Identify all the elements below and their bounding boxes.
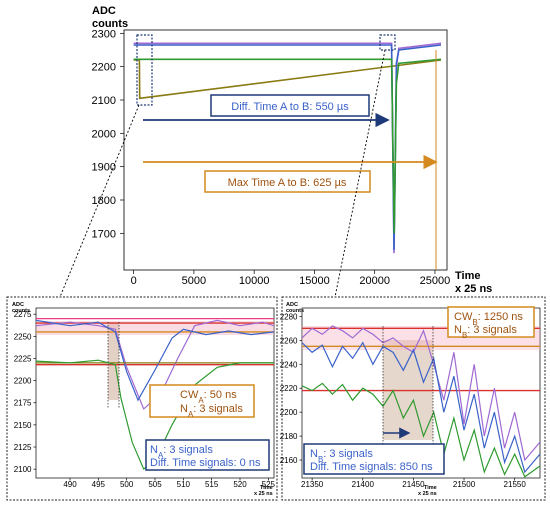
- inset-b-ytick-label: 2160: [280, 456, 298, 465]
- n-b-text-top: NB: 3 signals: [454, 324, 517, 340]
- inset-a-ytick-label: 2250: [14, 332, 32, 341]
- inset-a-xtick-label: 490: [63, 480, 77, 489]
- diff-time-box: [210, 94, 370, 117]
- inset-b-xlabel-1: Time: [424, 485, 437, 491]
- inset-a-series-line: [36, 319, 274, 402]
- inset-b-xtick-label: 21550: [504, 480, 527, 489]
- inset-b-border: [281, 296, 546, 501]
- n-b-text: NB: 3 signals: [310, 448, 373, 464]
- main-ytick-label: 2100: [92, 95, 116, 107]
- inset-b-ytick-label: 2240: [280, 360, 298, 369]
- inset-a-ylabel-2: counts: [12, 308, 30, 314]
- n-a-text-top: NA: 3 signals: [180, 403, 243, 419]
- inset-a-border: [6, 296, 278, 501]
- inset-a-xlabel-1: Time: [260, 485, 273, 491]
- inset-a-ylabel-1: ADC: [12, 302, 24, 308]
- main-series-line: [133, 59, 442, 100]
- n-b-box: [303, 443, 445, 475]
- main-xtick-label: 20000: [359, 275, 390, 287]
- inset-a-xtick-label: 495: [92, 480, 106, 489]
- main-ytick-label: 2000: [92, 128, 116, 140]
- inset-b-ytick-label: 2180: [280, 432, 298, 441]
- inset-a-xtick-label: 515: [205, 480, 219, 489]
- inset-a-window-shade: [108, 322, 119, 400]
- inset-a-ytick-label: 2175: [14, 399, 32, 408]
- main-ytick-label: 1800: [92, 195, 116, 207]
- main-xlabel-1: Time: [455, 270, 480, 282]
- inset-b-xtick-label: 21350: [301, 480, 324, 489]
- inset-b: ADC counts Time x 25 ns 21350 21400 21450 2…: [280, 296, 546, 501]
- n-a-box: [145, 439, 270, 471]
- inset-b-ytick-label: 2200: [280, 408, 298, 417]
- main-xtick-label: 25000: [420, 275, 451, 287]
- inset-b-ylabel-1: ADC: [286, 302, 298, 308]
- inset-b-frame: [301, 307, 541, 479]
- inset-b-series-line: [302, 341, 540, 474]
- inset-b-ticks: 21350 21400 21450 21500 21550 2160 2180 2200 222…: [280, 312, 527, 489]
- main-series-line: [133, 58, 442, 234]
- main-chart: ADC counts Time x 25 ns 0 5000 10000 15000 2…: [92, 5, 493, 295]
- inset-b-xlabel-2: x 25 ns: [418, 491, 437, 497]
- inset-a-ytick-label: 2150: [14, 421, 32, 430]
- cw-b-text: CWB: 1250 ns: [454, 311, 523, 327]
- main-ytick-label: 1900: [92, 162, 116, 174]
- inset-b-xtick-label: 21450: [402, 480, 425, 489]
- max-time-text: Max Time A to B: 625 µs: [228, 177, 347, 189]
- main-ylabel-1: ADC: [92, 5, 116, 17]
- inset-b-xtick-label: 21400: [352, 480, 375, 489]
- inset-a-series-line: [36, 359, 274, 471]
- inset-a: ADC counts Time x 25 ns 490 495 500 505 510 5…: [6, 296, 278, 501]
- diff-b-text: Diff. Time signals: 850 ns: [310, 461, 433, 473]
- n-a-text: NA: 3 signals: [150, 444, 213, 460]
- inset-a-xtick-label: 510: [177, 480, 191, 489]
- inset-b-ytick-label: 2220: [280, 384, 298, 393]
- main-ylabel-2: counts: [92, 18, 128, 30]
- main-ytick-label: 1700: [92, 228, 116, 240]
- inset-b-series-line: [302, 325, 540, 462]
- cw-a-text: CWA: 50 ns: [180, 389, 237, 405]
- inset-b-series: [302, 325, 540, 478]
- inset-a-xtick-label: 500: [120, 480, 134, 489]
- diff-time-text: Diff. Time A to B: 550 µs: [231, 101, 349, 113]
- inset-b-xtick-label: 21500: [453, 480, 476, 489]
- max-time-box: [204, 170, 371, 193]
- inset-a-series: [36, 318, 274, 471]
- inset-a-ytick-label: 2125: [14, 443, 32, 452]
- main-xlabel-2: x 25 ns: [455, 283, 492, 295]
- inset-a-ticks: 490 495 500 505 510 515 520 525 2100 2125 2150 2175…: [14, 310, 276, 489]
- main-xtick-label: 15000: [299, 275, 330, 287]
- inset-a-xtick-label: 520: [233, 480, 247, 489]
- inset-b-ytick-label: 2260: [280, 336, 298, 345]
- main-xtick-label: 5000: [182, 275, 206, 287]
- inset-a-xlabel-2: x 25 ns: [254, 491, 273, 497]
- main-ytick-label: 2300: [92, 28, 116, 40]
- inset-b-series-line: [302, 382, 540, 478]
- zoom-box-a: [136, 34, 153, 106]
- inset-a-xtick-label: 525: [262, 480, 276, 489]
- cw-b-box: [447, 306, 535, 338]
- inset-b-ylabel-2: counts: [286, 308, 304, 314]
- inset-a-xtick-label: 505: [148, 480, 162, 489]
- inset-a-ytick-label: 2225: [14, 354, 32, 363]
- main-ytick-label: 2200: [92, 62, 116, 74]
- inset-a-ytick-label: 2275: [14, 310, 32, 319]
- main-plot-frame: [123, 29, 448, 271]
- main-xtick-label: 10000: [239, 275, 270, 287]
- inset-a-ytick-label: 2200: [14, 377, 32, 386]
- inset-b-ytick-label: 2280: [280, 312, 298, 321]
- inset-a-ytick-label: 2100: [14, 465, 32, 474]
- main-xtick-label: 0: [131, 275, 137, 287]
- main-ticks: 0 5000 10000 15000 20000 25000 1700 1800 1900 200…: [92, 28, 451, 287]
- zoom-connector-a: [59, 104, 140, 298]
- main-series: [133, 42, 442, 254]
- zoom-box-b: [379, 34, 396, 51]
- cw-a-box: [149, 384, 255, 418]
- diff-a-text: Diff. Time signals: 0 ns: [150, 457, 261, 469]
